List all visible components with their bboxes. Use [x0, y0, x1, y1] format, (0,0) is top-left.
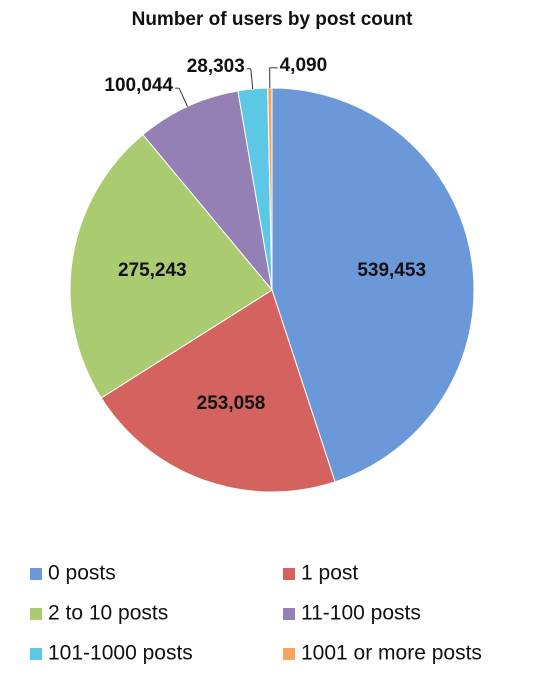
- data-label: 100,044: [104, 75, 173, 96]
- legend-swatch: [30, 648, 42, 660]
- data-label: 28,303: [187, 56, 245, 77]
- legend-label: 1 post: [301, 562, 358, 585]
- data-label: 4,090: [280, 55, 328, 76]
- legend-swatch: [30, 608, 42, 620]
- leader-line: [178, 87, 188, 107]
- data-label: 275,243: [118, 260, 187, 281]
- pie-slice: [142, 90, 273, 292]
- pie-slice: [271, 87, 475, 483]
- legend-swatch: [30, 568, 42, 580]
- legend-label: 1001 or more posts: [301, 642, 482, 665]
- pie-slice: [100, 289, 336, 493]
- pie-slice: [69, 133, 273, 399]
- legend-swatch: [283, 608, 295, 620]
- legend-swatch: [283, 648, 295, 660]
- legend-label: 101-1000 posts: [48, 642, 193, 665]
- legend-label: 11-100 posts: [301, 602, 421, 625]
- legend-label: 2 to 10 posts: [48, 602, 168, 625]
- leader-line: [250, 68, 254, 89]
- chart-title: Number of users by post count: [132, 9, 413, 30]
- legend-label: 0 posts: [48, 562, 116, 585]
- data-label: 539,453: [357, 260, 426, 281]
- legend-swatch: [283, 568, 295, 580]
- data-label: 253,058: [197, 393, 266, 414]
